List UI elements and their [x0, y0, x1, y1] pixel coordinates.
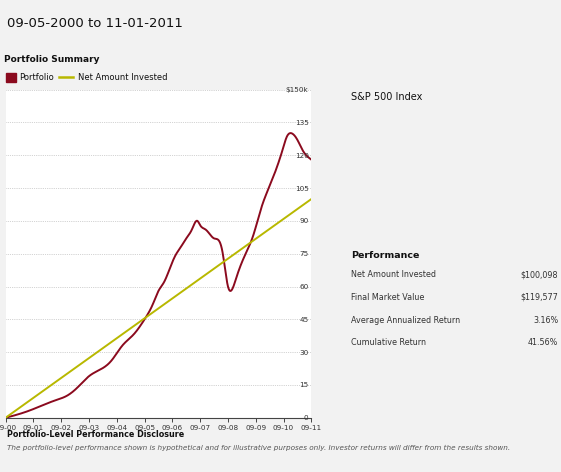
Text: Performance: Performance: [351, 251, 419, 261]
Text: Final Market Value: Final Market Value: [351, 293, 424, 302]
Text: Portfolio: Portfolio: [19, 73, 54, 82]
Text: Net Amount Invested: Net Amount Invested: [78, 73, 168, 82]
Text: $100,098: $100,098: [521, 270, 558, 279]
Text: The portfolio-level performance shown is hypothetical and for illustrative purpo: The portfolio-level performance shown is…: [7, 445, 510, 451]
Text: Portfolio Summary: Portfolio Summary: [4, 55, 100, 64]
Text: Net Amount Invested: Net Amount Invested: [351, 270, 436, 279]
Text: Cumulative Return: Cumulative Return: [351, 338, 426, 347]
Text: 41.56%: 41.56%: [528, 338, 558, 347]
Text: 3.16%: 3.16%: [533, 315, 558, 325]
Text: 09-05-2000 to 11-01-2011: 09-05-2000 to 11-01-2011: [7, 17, 183, 30]
Text: $119,577: $119,577: [520, 293, 558, 302]
Text: Average Annualized Return: Average Annualized Return: [351, 315, 460, 325]
Text: S&P 500 Index: S&P 500 Index: [351, 92, 422, 102]
Bar: [6, 73, 16, 82]
Text: Portfolio-Level Performance Disclosure: Portfolio-Level Performance Disclosure: [7, 430, 184, 439]
